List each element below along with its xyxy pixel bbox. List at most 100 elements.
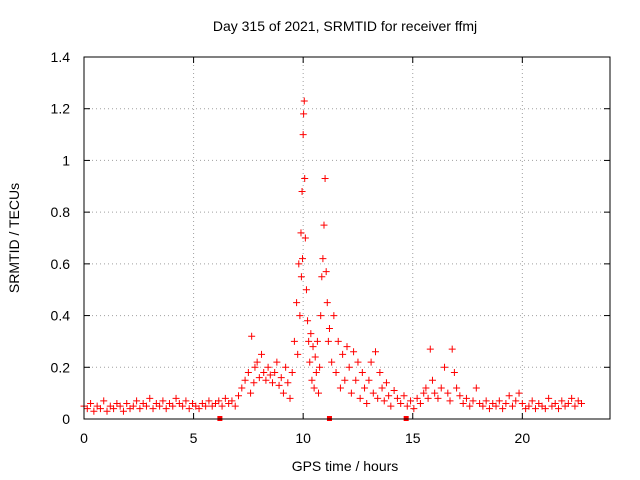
data-point xyxy=(169,402,177,410)
y-tick-label: 1.2 xyxy=(51,101,71,117)
axis-ticks: 0 0.2 0.4 0.6 0.8 1 1.2 1.4 0 5 10 15 20 xyxy=(51,49,610,446)
data-point xyxy=(492,402,500,410)
data-point xyxy=(162,405,170,413)
x-tick-label: 5 xyxy=(190,430,198,446)
data-point xyxy=(456,392,464,400)
data-point xyxy=(393,394,401,402)
data-point xyxy=(330,312,338,320)
data-point xyxy=(352,376,360,384)
data-point xyxy=(142,402,150,410)
data-point xyxy=(133,397,141,405)
data-point xyxy=(361,384,369,392)
data-point xyxy=(100,397,108,405)
data-point xyxy=(403,402,411,410)
data-point xyxy=(545,394,553,402)
data-point xyxy=(195,405,203,413)
data-point xyxy=(300,97,308,105)
data-point xyxy=(312,368,320,376)
data-point xyxy=(87,399,95,407)
plot-frame xyxy=(83,56,611,420)
data-point xyxy=(215,397,223,405)
data-point xyxy=(446,397,454,405)
data-point xyxy=(90,407,98,415)
data-point xyxy=(308,376,316,384)
data-point xyxy=(345,363,353,371)
data-point xyxy=(136,405,144,413)
data-point xyxy=(279,389,287,397)
data-point xyxy=(288,368,296,376)
data-point xyxy=(459,399,467,407)
data-point xyxy=(255,374,263,382)
data-point xyxy=(571,402,579,410)
data-point xyxy=(317,312,325,320)
data-point xyxy=(293,299,301,307)
data-point xyxy=(221,394,229,402)
y-axis-label: SRMTID / TECUs xyxy=(6,183,22,293)
data-point xyxy=(426,345,434,353)
y-tick-label: 0.8 xyxy=(51,204,71,220)
data-point xyxy=(247,389,255,397)
data-point xyxy=(129,402,137,410)
data-point xyxy=(244,368,252,376)
data-point xyxy=(531,405,539,413)
data-point xyxy=(260,368,268,376)
data-point xyxy=(218,402,226,410)
data-point xyxy=(313,337,321,345)
data-point xyxy=(466,402,474,410)
data-point xyxy=(444,389,452,397)
data-point xyxy=(319,255,327,263)
data-point xyxy=(316,363,324,371)
data-point xyxy=(564,399,572,407)
data-point xyxy=(306,358,314,366)
data-point xyxy=(324,337,332,345)
data-point xyxy=(286,394,294,402)
data-point xyxy=(371,348,379,356)
data-point xyxy=(266,371,274,379)
data-point xyxy=(339,350,347,358)
x-tick-label: 10 xyxy=(295,430,311,446)
data-point xyxy=(410,405,418,413)
y-tick-label: 1 xyxy=(62,152,70,168)
data-point xyxy=(301,175,309,183)
data-point xyxy=(296,312,304,320)
data-point xyxy=(96,405,104,413)
data-point xyxy=(374,394,382,402)
data-point xyxy=(202,402,210,410)
data-point xyxy=(508,402,516,410)
data-point xyxy=(301,234,309,242)
data-point xyxy=(365,376,373,384)
data-point xyxy=(149,405,157,413)
data-point xyxy=(271,368,279,376)
data-point xyxy=(156,402,164,410)
data-point xyxy=(302,286,310,294)
data-point xyxy=(413,394,421,402)
data-point xyxy=(482,397,490,405)
data-point xyxy=(499,405,507,413)
data-point xyxy=(434,394,442,402)
data-point xyxy=(437,384,445,392)
data-point xyxy=(228,397,236,405)
data-point xyxy=(325,325,333,332)
data-point xyxy=(275,381,283,389)
data-point xyxy=(448,345,456,353)
data-point xyxy=(311,353,319,361)
data-point xyxy=(323,299,331,307)
data-point xyxy=(390,387,398,395)
data-point xyxy=(343,343,351,351)
data-point xyxy=(297,273,305,281)
x-tick-label: 20 xyxy=(515,430,531,446)
data-point xyxy=(268,379,276,387)
data-point xyxy=(305,337,313,345)
data-point xyxy=(295,260,303,268)
data-point xyxy=(336,384,344,392)
y-tick-label: 0.4 xyxy=(51,308,71,324)
data-point xyxy=(424,394,432,402)
data-point xyxy=(172,394,180,402)
data-point xyxy=(307,330,315,338)
data-point xyxy=(309,343,317,351)
data-point xyxy=(397,399,405,407)
data-point xyxy=(428,376,436,384)
data-point xyxy=(238,384,246,392)
data-point xyxy=(378,384,386,392)
data-point xyxy=(310,384,318,392)
